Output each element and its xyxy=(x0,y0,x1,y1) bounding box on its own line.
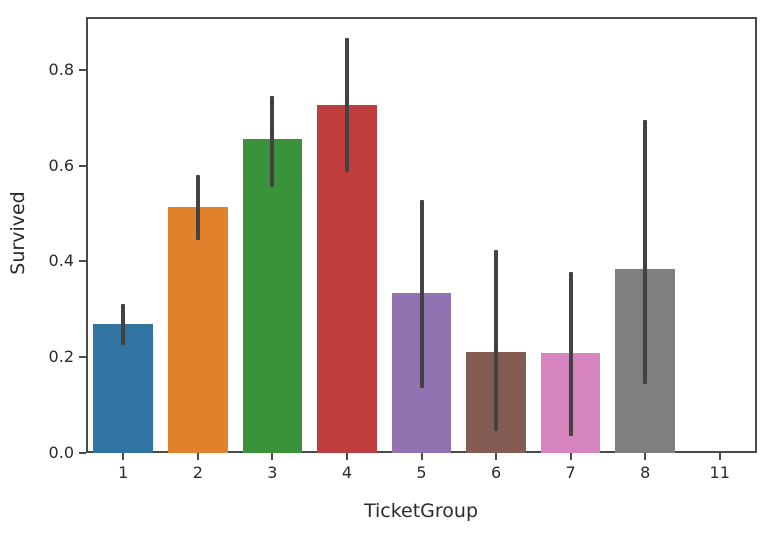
x-tick-label: 1 xyxy=(118,463,129,482)
x-tick-mark xyxy=(122,453,125,460)
y-tick-label: 0.4 xyxy=(48,251,74,271)
bar-ticketgroup-3 xyxy=(242,139,303,453)
bar-ticketgroup-1 xyxy=(93,323,154,453)
y-tick-label: 0.6 xyxy=(48,155,74,175)
error-bar-ticketgroup-7 xyxy=(568,271,573,436)
bar-ticketgroup-2 xyxy=(168,206,228,453)
error-bar-ticketgroup-1 xyxy=(121,303,126,345)
error-bar-ticketgroup-3 xyxy=(270,95,275,187)
x-tick-label: 2 xyxy=(192,463,203,482)
x-tick-label: 11 xyxy=(709,463,730,482)
x-tick-mark xyxy=(718,453,721,460)
error-bar-ticketgroup-6 xyxy=(494,249,499,431)
error-bar-ticketgroup-8 xyxy=(643,119,648,384)
x-tick-mark xyxy=(569,453,572,460)
x-tick-label: 7 xyxy=(565,463,576,482)
x-tick-label: 3 xyxy=(267,463,278,482)
x-tick-label: 4 xyxy=(341,463,353,482)
error-bar-ticketgroup-4 xyxy=(344,37,349,172)
x-tick-label: 6 xyxy=(490,463,502,482)
x-tick-label: 8 xyxy=(640,463,651,482)
x-tick-mark xyxy=(196,453,199,460)
x-tick-mark xyxy=(420,453,423,460)
error-bar-ticketgroup-5 xyxy=(419,200,424,389)
y-tick-label: 0.0 xyxy=(48,443,74,462)
y-tick-label: 0.2 xyxy=(48,347,74,367)
y-tick-mark xyxy=(79,164,86,167)
x-tick-label: 5 xyxy=(416,463,427,482)
x-tick-mark xyxy=(495,453,498,460)
x-axis-label: TicketGroup xyxy=(363,500,479,522)
y-tick-mark xyxy=(79,452,86,454)
error-bar-ticketgroup-2 xyxy=(195,174,200,240)
y-axis-label: Survived xyxy=(7,191,29,275)
y-tick-label: 0.8 xyxy=(48,59,74,79)
y-tick-mark xyxy=(79,356,86,359)
x-tick-mark xyxy=(644,453,647,460)
x-tick-mark xyxy=(271,453,274,460)
y-tick-mark xyxy=(79,260,86,263)
y-tick-mark xyxy=(79,68,86,71)
x-tick-mark xyxy=(345,453,348,460)
